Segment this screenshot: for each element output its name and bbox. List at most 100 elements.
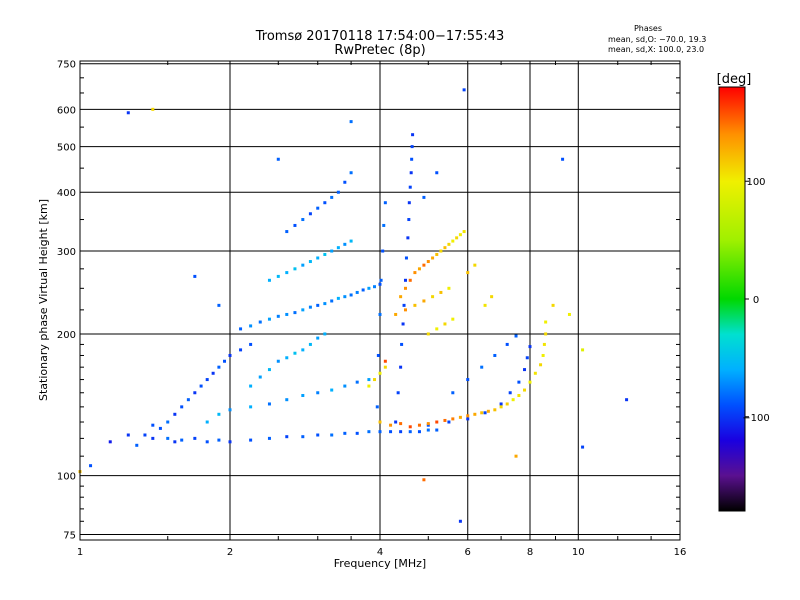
data-point-o: [499, 402, 503, 406]
data-point-o: [343, 384, 347, 388]
data-point-o: [355, 380, 359, 384]
data-point-o: [343, 295, 347, 299]
data-point-x: [473, 412, 477, 416]
data-point-o: [381, 249, 385, 253]
data-point-x: [451, 317, 455, 321]
y-tick-label: 200: [57, 330, 76, 341]
data-point-o: [293, 311, 297, 315]
data-point-o: [308, 212, 312, 216]
data-point-o: [382, 223, 386, 227]
data-point-x: [413, 303, 417, 307]
data-point-o: [493, 353, 497, 357]
data-point-o: [336, 246, 340, 250]
data-points: [78, 88, 629, 523]
data-point-o: [293, 267, 297, 271]
y-tick-label: 600: [57, 105, 76, 116]
data-point-o: [316, 391, 320, 395]
data-point-o: [349, 239, 353, 243]
data-point-o: [258, 320, 262, 324]
data-point-o: [293, 223, 297, 227]
data-point-o: [193, 274, 197, 278]
x-tick-label: 8: [527, 547, 533, 558]
data-point-o: [517, 380, 521, 384]
y-tick-label: 750: [57, 60, 76, 71]
data-point-o: [267, 368, 271, 372]
x-tick-label: 16: [674, 547, 687, 558]
stats-line-x: mean, sd,X: 100.0, 23.0: [608, 45, 704, 54]
data-point-o: [211, 371, 215, 375]
data-point-o: [349, 171, 353, 175]
data-point-o: [505, 342, 509, 346]
data-point-o: [383, 201, 387, 205]
data-point-o: [373, 285, 377, 289]
colorbar-label: [deg]: [717, 72, 752, 87]
data-point-o: [408, 185, 412, 189]
data-point-o: [249, 342, 253, 346]
data-point-o: [186, 398, 190, 402]
data-point-o: [367, 286, 371, 290]
data-point-o: [301, 394, 305, 398]
data-point-x: [447, 242, 451, 246]
data-point-x: [541, 353, 545, 357]
data-point-o: [349, 120, 353, 124]
data-point-o: [323, 252, 327, 256]
data-point-o: [276, 274, 280, 278]
data-point-x: [458, 415, 462, 419]
y-axis-label: Stationary phase Virtual Height [km]: [37, 199, 50, 401]
data-point-o: [158, 426, 162, 430]
data-point-o: [217, 412, 221, 416]
data-point-o: [410, 145, 414, 149]
data-point-o: [525, 356, 529, 360]
data-point-x: [493, 408, 497, 412]
data-point-x: [408, 278, 412, 282]
data-point-x: [542, 342, 546, 346]
data-point-o: [375, 405, 379, 409]
data-point-o: [217, 365, 221, 369]
data-point-o: [399, 365, 403, 369]
data-point-o: [151, 436, 155, 440]
data-point-x: [439, 249, 443, 253]
data-point-o: [407, 218, 411, 222]
data-point-o: [249, 405, 253, 409]
data-point-x: [473, 263, 477, 267]
data-point-x: [466, 271, 470, 275]
data-point-o: [249, 384, 253, 388]
data-point-x: [551, 303, 555, 307]
data-point-o: [404, 256, 408, 260]
data-point-o: [410, 157, 414, 161]
data-point-x: [523, 388, 527, 392]
data-point-o: [581, 445, 585, 449]
data-point-o: [396, 391, 400, 395]
data-point-x: [581, 348, 585, 352]
data-point-o: [301, 263, 305, 267]
y-tick-label: 300: [57, 247, 76, 258]
data-point-x: [413, 271, 417, 275]
data-point-o: [89, 464, 93, 468]
data-point-o: [293, 351, 297, 355]
data-point-o: [285, 356, 289, 360]
data-point-o: [330, 299, 334, 303]
data-point-o: [514, 334, 518, 338]
data-point-o: [349, 293, 353, 297]
data-point-x: [399, 295, 403, 299]
data-point-o: [458, 519, 462, 523]
data-point-x: [378, 371, 382, 375]
data-point-o: [249, 324, 253, 328]
data-point-o: [173, 440, 177, 444]
data-point-x: [417, 423, 421, 427]
data-point-o: [276, 359, 280, 363]
data-point-o: [228, 440, 232, 444]
data-point-o: [435, 171, 439, 175]
data-point-o: [508, 391, 512, 395]
data-point-o: [409, 171, 413, 175]
data-point-o: [301, 435, 305, 439]
stats-heading: Phases: [634, 24, 662, 33]
data-point-o: [355, 290, 359, 294]
data-point-o: [205, 378, 209, 382]
y-tick-label: 400: [57, 188, 76, 199]
data-point-x: [417, 267, 421, 271]
colorbar: 100 0 −100: [718, 86, 770, 512]
data-point-o: [267, 278, 271, 282]
data-point-o: [285, 398, 289, 402]
data-point-o: [355, 431, 359, 435]
